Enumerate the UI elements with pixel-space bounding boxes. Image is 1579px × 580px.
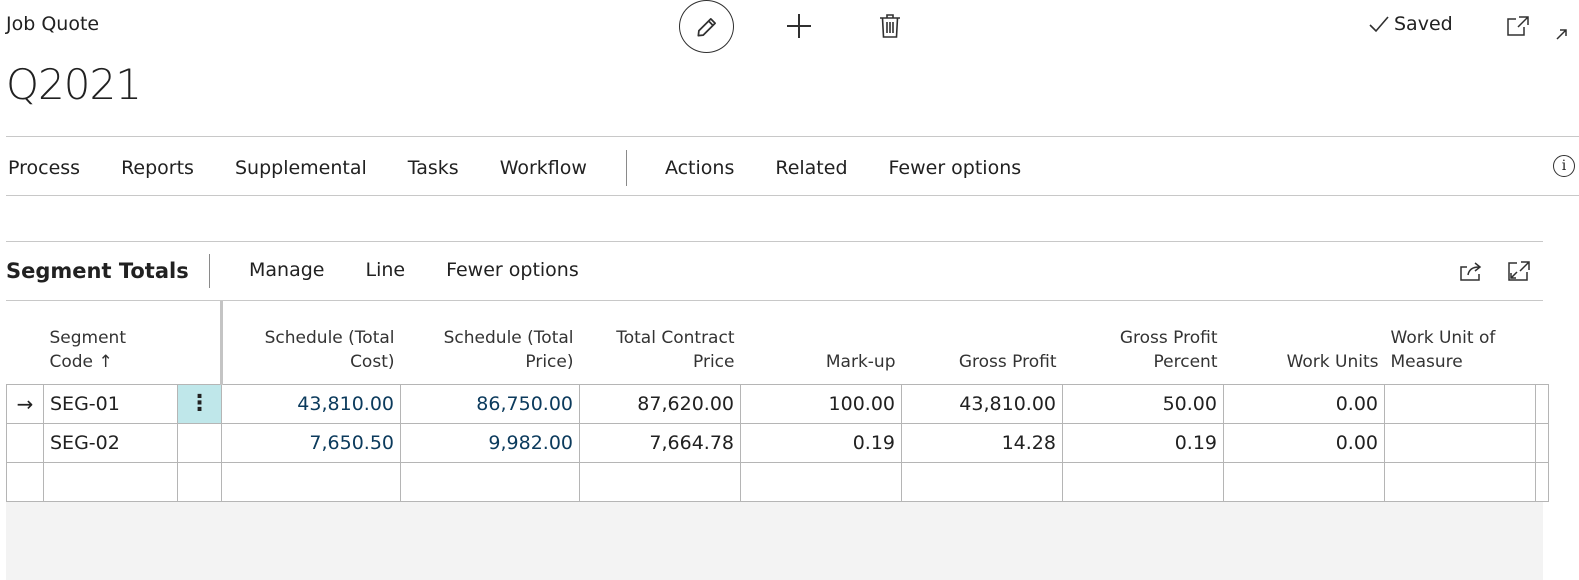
delete-button[interactable] [876,10,904,42]
collapse-arrow-icon [1556,29,1567,40]
column-header-mark-up[interactable]: Mark-up [825,351,896,372]
action-supplemental[interactable]: Supplemental [234,157,367,179]
action-actions[interactable]: Actions [664,157,735,179]
expand-button[interactable] [1506,258,1532,284]
trash-icon [880,14,900,38]
part-header-divider [6,300,1543,301]
cell-work-units: 0.00 [1223,383,1385,424]
cell-work-unit-of-measure[interactable] [1384,383,1536,424]
empty-new-row[interactable] [6,461,1549,502]
part-separator [209,254,210,288]
cell-segment-code[interactable] [43,461,178,502]
action-workflow[interactable]: Workflow [499,157,587,179]
row-end [1535,461,1549,502]
part-action-line[interactable]: Line [365,259,406,281]
column-header-segment-code[interactable]: Segment Code ↑ [49,327,127,372]
current-row-arrow-icon: → [6,383,44,424]
cell-gross-profit: 14.28 [901,422,1063,463]
cell-schedule-total-price[interactable]: 86,750.00 [400,383,580,424]
action-fewer-options[interactable]: Fewer options [888,157,1022,179]
action-process[interactable]: Process [8,157,81,179]
cell-schedule-total-cost[interactable]: 43,810.00 [221,383,401,424]
column-header-schedule-total-cost[interactable]: Schedule (Total Cost) [264,327,395,372]
action-tasks[interactable]: Tasks [407,157,459,179]
cell-total-contract-price: 7,664.78 [579,422,741,463]
cell-schedule-total-cost[interactable] [221,461,401,502]
cell-mark-up [740,461,902,502]
row-menu-button[interactable]: ⋮ [177,383,222,424]
row-menu-button[interactable] [177,422,222,463]
cell-schedule-total-cost[interactable]: 7,650.50 [221,422,401,463]
cell-gross-profit [901,461,1063,502]
cell-segment-code[interactable]: SEG-02 [43,422,178,463]
part-action-bar: Manage Line Fewer options [249,259,620,281]
part-title: Segment Totals [6,259,189,283]
new-button[interactable] [784,10,814,42]
cell-segment-code[interactable]: SEG-01 [43,383,178,424]
edit-button[interactable] [679,0,734,53]
saved-label: Saved [1394,13,1453,35]
cell-work-units: 0.00 [1223,422,1385,463]
cell-gross-profit-percent: 50.00 [1062,383,1224,424]
action-bar-divider [6,195,1579,196]
popout-button[interactable] [1505,13,1531,39]
sort-ascending-icon: ↑ [98,351,113,372]
header-end [1536,301,1549,384]
column-header-work-units[interactable]: Work Units [1286,351,1379,372]
header-row-menu [177,301,223,384]
cell-mark-up: 0.19 [740,422,902,463]
cell-work-unit-of-measure[interactable] [1384,422,1536,463]
plus-icon [787,14,811,38]
cell-gross-profit-percent [1062,461,1224,502]
table-row[interactable]: SEG-02 7,650.50 9,982.00 7,664.78 0.19 1… [6,422,1549,463]
segment-totals-grid: Segment Code ↑ Schedule (Total Cost) Sch… [6,301,1549,502]
info-icon[interactable]: i [1553,155,1575,177]
share-button[interactable] [1458,258,1484,284]
action-reports[interactable]: Reports [121,157,194,179]
cell-gross-profit-percent: 0.19 [1062,422,1224,463]
grid-header-row: Segment Code ↑ Schedule (Total Cost) Sch… [7,301,1549,384]
cell-schedule-total-price[interactable] [400,461,580,502]
grid-empty-area [6,502,1543,580]
cell-total-contract-price [579,461,741,502]
table-row[interactable]: → SEG-01 ⋮ 43,810.00 86,750.00 87,620.00… [6,383,1549,424]
saved-status: Saved [1368,13,1453,35]
collapse-button[interactable] [1552,24,1572,44]
cell-work-units [1223,461,1385,502]
action-separator [625,150,627,186]
column-header-schedule-total-price[interactable]: Schedule (Total Price) [443,327,574,372]
page-title: Q2021 [6,60,142,109]
column-header-total-contract-price[interactable]: Total Contract Price [616,327,735,372]
column-header-work-unit-of-measure[interactable]: Work Unit of Measure [1390,327,1496,372]
part-action-manage[interactable]: Manage [249,259,325,281]
cell-work-unit-of-measure[interactable] [1384,461,1536,502]
cell-mark-up: 100.00 [740,383,902,424]
row-marker [6,461,44,502]
checkmark-icon [1369,16,1389,33]
row-marker [6,422,44,463]
cell-schedule-total-price[interactable]: 9,982.00 [400,422,580,463]
header-divider [6,136,1579,137]
part-action-fewer-options[interactable]: Fewer options [446,259,579,281]
column-header-gross-profit-percent[interactable]: Gross Profit Percent [1119,327,1218,372]
column-header-gross-profit[interactable]: Gross Profit [958,351,1057,372]
row-end [1535,422,1549,463]
page-caption: Job Quote [6,13,100,35]
action-related[interactable]: Related [775,157,848,179]
row-end [1535,383,1549,424]
row-menu-button[interactable] [177,461,222,502]
action-bar: Process Reports Supplemental Tasks Workf… [8,150,1062,186]
pencil-icon [696,17,716,37]
share-icon [1460,262,1482,281]
cell-total-contract-price: 87,620.00 [579,383,741,424]
header-row-marker [7,301,44,384]
part-top-divider [6,241,1543,242]
expand-icon [1508,261,1530,281]
cell-gross-profit: 43,810.00 [901,383,1063,424]
open-in-new-window-icon [1507,16,1529,36]
